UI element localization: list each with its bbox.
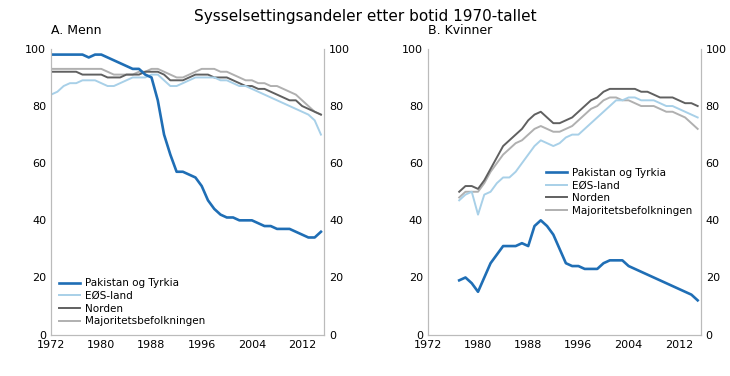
Text: Sysselsettingsandeler etter botid 1970-tallet: Sysselsettingsandeler etter botid 1970-t…: [193, 9, 537, 24]
Legend: Pakistan og Tyrkia, EØS-land, Norden, Majoritetsbefolkningen: Pakistan og Tyrkia, EØS-land, Norden, Ma…: [56, 275, 209, 329]
Text: B. Kvinner: B. Kvinner: [428, 24, 492, 38]
Legend: Pakistan og Tyrkia, EØS-land, Norden, Majoritetsbefolkningen: Pakistan og Tyrkia, EØS-land, Norden, Ma…: [543, 165, 696, 219]
Text: A. Menn: A. Menn: [51, 24, 101, 38]
